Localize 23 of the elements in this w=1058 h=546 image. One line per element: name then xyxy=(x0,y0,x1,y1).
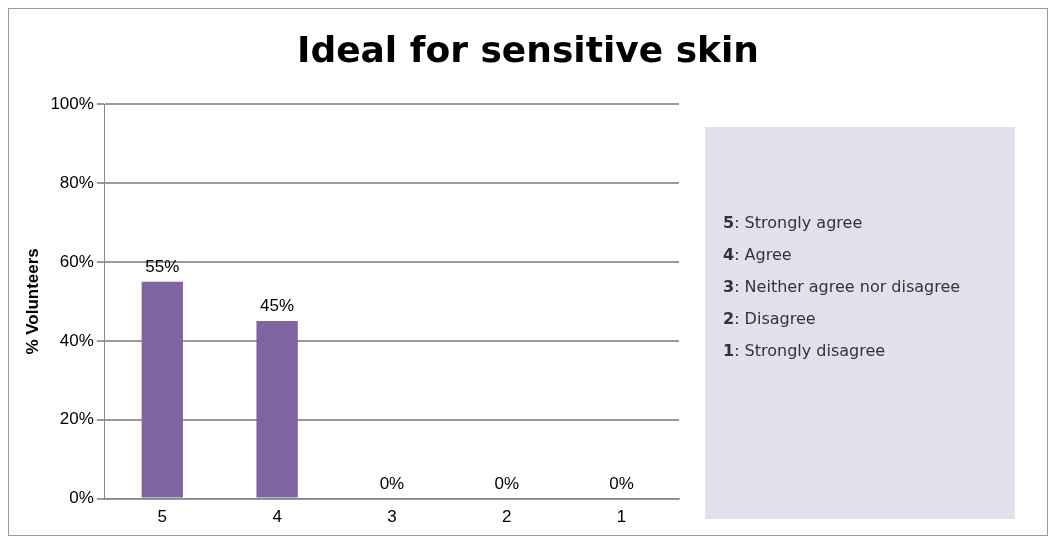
text: 3: Neither agree nor disagree xyxy=(723,277,961,296)
text: 1: Strongly disagree xyxy=(723,341,886,360)
x-tick-label: 1 xyxy=(616,507,627,527)
x-tick-label: 3 xyxy=(387,507,397,527)
chart-title: Ideal for sensitive skin xyxy=(296,28,760,72)
text: 5: Strongly agree xyxy=(723,213,863,232)
y-tick-label: 40% xyxy=(59,330,94,350)
y-tick-label: 0% xyxy=(69,488,94,508)
y-tick-label: 20% xyxy=(59,409,94,429)
text: 4: Agree xyxy=(723,245,792,264)
x-tick-label: 4 xyxy=(272,507,282,527)
data-label: 0% xyxy=(379,473,405,493)
y-tick-label: 80% xyxy=(59,172,94,192)
text: 2: Disagree xyxy=(723,309,816,328)
data-label: 55% xyxy=(145,256,180,276)
data-label: 0% xyxy=(494,473,520,493)
x-tick-label: 2 xyxy=(502,507,512,527)
y-axis-title: % Volunteers xyxy=(22,248,42,355)
data-label: 0% xyxy=(609,473,634,493)
y-tick-label: 60% xyxy=(59,251,94,271)
x-tick-label: 5 xyxy=(157,507,168,527)
y-tick-label: 100% xyxy=(50,93,94,113)
data-label: 45% xyxy=(260,296,295,316)
